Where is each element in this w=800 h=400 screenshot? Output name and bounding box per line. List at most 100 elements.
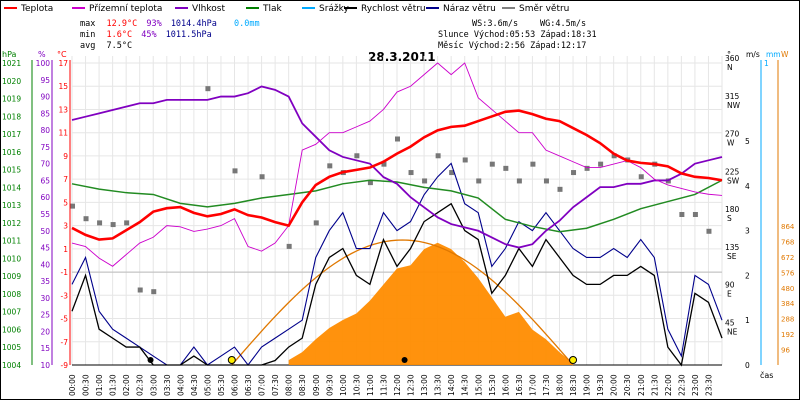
- direction-tick-name: SE: [727, 252, 737, 261]
- wind-direction-point: [205, 86, 211, 92]
- hpa-tick-label: 1021: [2, 59, 21, 68]
- axis-label-w: W: [781, 50, 789, 59]
- stat-max-rain: 0.0mm: [234, 19, 260, 29]
- legend-item: Směr větru: [502, 4, 569, 14]
- stats-max: max 12.9°C 93% 1014.4hPa 0.0mm: [80, 19, 260, 29]
- legend-swatch: [344, 6, 357, 9]
- stat-max-hum: 93%: [146, 19, 162, 29]
- time-tick-label: 12:30: [407, 374, 416, 396]
- direction-tick-name: NW: [727, 101, 741, 110]
- legend-label: Přízemní teplota: [89, 4, 163, 14]
- time-tick-label: 15:00: [474, 374, 483, 396]
- ms-tick-label: 3: [745, 227, 750, 236]
- time-tick-label: 21:00: [637, 374, 646, 396]
- ms-tick-label: 4: [745, 182, 750, 191]
- pct-tick-label: 95: [40, 76, 50, 85]
- legend-swatch: [426, 6, 439, 9]
- wind-direction-point: [354, 153, 360, 159]
- theoretical-radiation-curve: [231, 239, 574, 366]
- wind-direction-point: [381, 161, 387, 167]
- w-tick-label: 768: [781, 238, 794, 246]
- pct-tick-label: 15: [40, 344, 50, 353]
- legend-item: Vlhkost: [175, 4, 225, 14]
- wind-direction-point: [422, 178, 428, 184]
- wind-direction-point: [70, 203, 75, 209]
- degc-tick-label: 9: [63, 152, 68, 161]
- stat-avg-temp: 7.5°C: [106, 41, 133, 51]
- series-pressure: [71, 179, 723, 233]
- legend-swatch: [175, 6, 188, 9]
- legend-swatch: [246, 6, 259, 9]
- hpa-tick-label: 1017: [2, 130, 21, 139]
- wind-direction-point: [110, 222, 116, 228]
- pct-tick-label: 80: [40, 126, 50, 135]
- w-tick-label: 96: [781, 347, 790, 355]
- pct-tick-label: 90: [40, 93, 50, 102]
- direction-tick-name: S: [727, 214, 732, 223]
- direction-tick-name: E: [727, 290, 732, 299]
- pct-tick-label: 35: [40, 277, 50, 286]
- hpa-tick-label: 1008: [2, 290, 21, 299]
- degc-tick-label: 7: [63, 175, 68, 184]
- wind-direction-point: [313, 220, 319, 226]
- wind-direction-point: [638, 174, 644, 180]
- direction-tick-value: 270: [725, 130, 740, 139]
- wind-direction-point: [571, 170, 577, 176]
- time-tick-label: 13:00: [420, 374, 429, 396]
- wind-direction-point: [395, 136, 400, 142]
- moonset-marker: [401, 357, 408, 363]
- wind-direction-point: [692, 212, 698, 217]
- degc-tick-label: 5: [63, 198, 68, 207]
- pct-tick-label: 65: [40, 176, 50, 185]
- time-tick-label: 13:30: [434, 374, 443, 396]
- solar-radiation-area: [288, 242, 574, 365]
- axis-label-mm: mm: [766, 50, 781, 59]
- hpa-tick-label: 1015: [2, 166, 21, 175]
- hpa-tick-label: 1011: [2, 237, 21, 246]
- direction-tick-name: N: [727, 63, 733, 72]
- time-tick-label: 10:30: [352, 374, 361, 396]
- time-tick-label: 11:00: [366, 374, 375, 396]
- direction-tick-value: 315: [725, 92, 740, 101]
- pct-tick-label: 85: [40, 109, 50, 118]
- stat-sun: Slunce Východ:05:53 Západ:18:31: [438, 30, 597, 40]
- stat-max-press: 1014.4hPa: [170, 19, 217, 29]
- legend-item: Rychlost větru: [344, 4, 426, 14]
- hpa-tick-label: 1019: [2, 95, 21, 104]
- ms-tick-label: 0: [745, 361, 750, 370]
- time-tick-label: 06:00: [231, 374, 240, 396]
- sunset-marker: [569, 356, 578, 364]
- direction-tick-value: 90: [725, 281, 735, 290]
- direction-tick-value: 45: [725, 318, 735, 327]
- time-tick-label: 03:00: [149, 374, 158, 396]
- stat-label: max: [80, 19, 96, 29]
- pct-tick-label: 40: [40, 260, 50, 269]
- stat-ws: WS:3.6m/s: [472, 19, 519, 29]
- wind-direction-point: [679, 212, 685, 217]
- pct-tick-label: 50: [40, 227, 50, 236]
- hpa-tick-label: 1009: [2, 272, 21, 281]
- legend-label: Náraz větru: [443, 4, 496, 14]
- stat-min-temp: 1.6°C: [106, 30, 133, 40]
- degc-tick-label: 3: [63, 222, 68, 231]
- wind-direction-point: [259, 174, 265, 180]
- pct-tick-label: 60: [40, 193, 50, 202]
- time-tick-label: 00:00: [68, 374, 77, 396]
- wind-direction-point: [530, 161, 536, 167]
- time-tick-label: 09:00: [312, 374, 321, 396]
- time-tick-label: 16:00: [501, 374, 510, 396]
- legend-item: Srážky: [302, 4, 349, 14]
- stat-moon: Měsíc Východ:2:56 Západ:12:17: [438, 41, 587, 51]
- wind-direction-point: [137, 287, 143, 293]
- wind-direction-points: [70, 86, 712, 295]
- time-tick-label: 19:00: [583, 374, 592, 396]
- pct-tick-label: 45: [40, 244, 50, 253]
- axis-label-pct: %: [38, 50, 46, 59]
- series-ground-temperature: [71, 62, 723, 267]
- series-temperature: [71, 109, 723, 241]
- legend-swatch: [502, 6, 515, 9]
- time-tick-label: 22:30: [677, 374, 686, 396]
- legend-swatch: [4, 6, 17, 9]
- time-tick-label: 20:30: [623, 374, 632, 396]
- degc-tick-label: -1: [61, 268, 69, 277]
